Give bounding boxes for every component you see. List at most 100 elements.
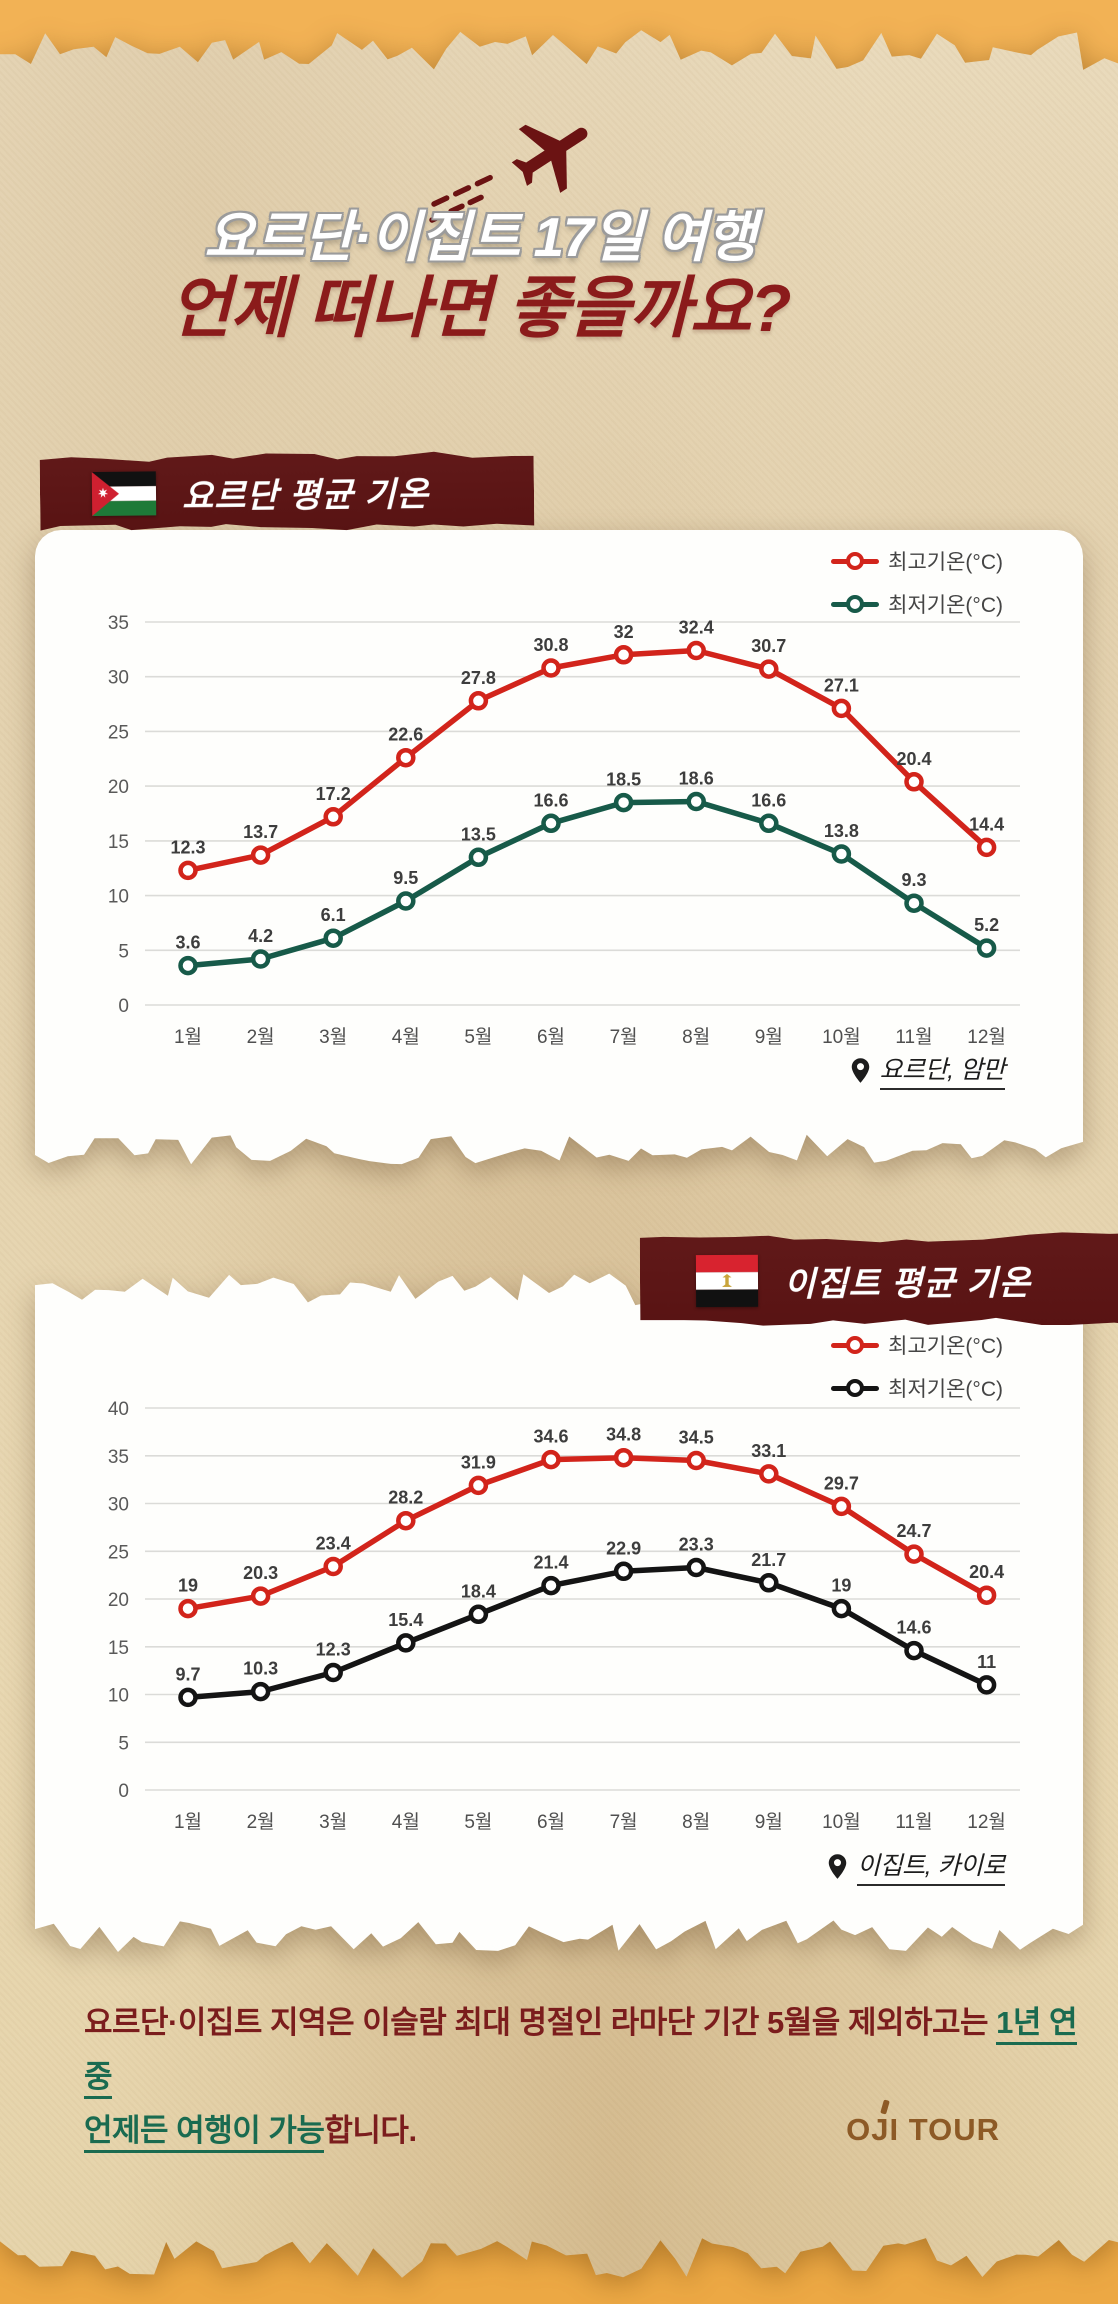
- svg-text:15: 15: [108, 832, 129, 853]
- svg-text:20.4: 20.4: [896, 749, 931, 769]
- svg-text:12.3: 12.3: [170, 837, 205, 857]
- egypt-location-label: 이집트, 카이로: [857, 1846, 1005, 1886]
- speed-lines-icon: [429, 171, 501, 223]
- svg-text:9.3: 9.3: [901, 870, 926, 890]
- svg-text:2월: 2월: [247, 1026, 275, 1048]
- svg-text:34.6: 34.6: [533, 1427, 568, 1447]
- svg-text:13.5: 13.5: [461, 824, 496, 844]
- svg-text:5: 5: [118, 1733, 129, 1754]
- svg-text:1월: 1월: [174, 1811, 202, 1833]
- svg-text:32.4: 32.4: [679, 618, 714, 638]
- svg-text:4월: 4월: [392, 1811, 420, 1833]
- min-temp-dot-marker: [846, 595, 865, 613]
- svg-text:19: 19: [178, 1576, 198, 1596]
- svg-text:3월: 3월: [319, 1811, 347, 1833]
- jordan-chart-panel: 최고기온(°C) 최저기온(°C) 0 5 10 15 20 25 30 35 1월 2월 3월 4월…: [35, 530, 1083, 1166]
- egypt-banner-label: 이집트 평균 기온: [783, 1263, 1031, 1304]
- svg-text:21.7: 21.7: [751, 1550, 786, 1570]
- svg-text:30: 30: [108, 1495, 129, 1516]
- svg-text:22.6: 22.6: [388, 725, 423, 745]
- svg-text:3월: 3월: [319, 1026, 347, 1048]
- svg-text:5.2: 5.2: [974, 915, 999, 935]
- svg-text:23.3: 23.3: [679, 1535, 714, 1555]
- svg-text:8월: 8월: [682, 1026, 710, 1048]
- svg-text:21.4: 21.4: [533, 1553, 568, 1573]
- svg-text:6월: 6월: [537, 1811, 565, 1833]
- min-temp-line-marker: [831, 595, 880, 613]
- svg-text:20: 20: [108, 777, 129, 798]
- jordan-legend-min-label: 최저기온(°C): [888, 594, 1003, 617]
- egypt-location: 이집트, 카이로: [827, 1846, 1005, 1886]
- airplane-icon: [511, 124, 588, 193]
- svg-text:13.8: 13.8: [824, 821, 859, 841]
- svg-text:5월: 5월: [464, 1811, 492, 1833]
- jordan-location-label: 요르단, 암만: [879, 1050, 1006, 1090]
- svg-text:31.9: 31.9: [461, 1452, 496, 1472]
- svg-text:40: 40: [108, 1399, 129, 1420]
- footer-line1-text: 요르단·이집트 지역은 이슬람 최대 명절인 라마단 기간 5월을 제외하고는: [84, 2005, 997, 2040]
- svg-text:8월: 8월: [682, 1811, 710, 1833]
- svg-text:18.6: 18.6: [679, 769, 714, 789]
- egypt-legend-max: 최고기온(°C): [831, 1330, 1003, 1360]
- svg-text:29.7: 29.7: [824, 1473, 859, 1493]
- oji-tour-logo: OJI TOUR: [846, 2099, 1000, 2148]
- svg-text:25: 25: [108, 722, 129, 743]
- jordan-legend-min: 최저기온(°C): [831, 589, 1003, 619]
- svg-text:10: 10: [108, 1686, 129, 1707]
- svg-text:9.5: 9.5: [393, 868, 418, 888]
- svg-text:25: 25: [108, 1542, 129, 1563]
- footer-line2: 언제든 여행이 가능합니다.: [84, 2104, 1084, 2158]
- svg-text:20.4: 20.4: [969, 1562, 1004, 1582]
- svg-text:32: 32: [614, 622, 634, 642]
- egypt-flag-icon: [696, 1255, 758, 1307]
- svg-text:9.7: 9.7: [175, 1664, 200, 1684]
- jordan-flag-icon: [92, 471, 156, 516]
- page-title-line2: 언제 떠나면 좋을까요?: [169, 271, 792, 346]
- svg-text:12월: 12월: [967, 1026, 1006, 1048]
- svg-text:34.8: 34.8: [606, 1425, 641, 1445]
- footer-note: 요르단·이집트 지역은 이슬람 최대 명절인 라마단 기간 5월을 제외하고는 …: [84, 1996, 1084, 2158]
- min-temp-dot-marker: [846, 1379, 865, 1397]
- svg-text:18.5: 18.5: [606, 770, 641, 790]
- svg-text:18.4: 18.4: [461, 1581, 496, 1601]
- svg-text:35: 35: [108, 613, 129, 634]
- svg-text:6월: 6월: [537, 1026, 565, 1048]
- svg-text:4.2: 4.2: [248, 926, 273, 946]
- svg-text:7월: 7월: [610, 1811, 638, 1833]
- footer-line1: 요르단·이집트 지역은 이슬람 최대 명절인 라마단 기간 5월을 제외하고는 …: [84, 1996, 1084, 2104]
- svg-text:15: 15: [108, 1638, 129, 1659]
- jordan-legend: 최고기온(°C) 최저기온(°C): [831, 546, 1003, 619]
- svg-text:15.4: 15.4: [388, 1610, 423, 1630]
- jordan-panel-paper: [35, 530, 1083, 1165]
- svg-text:4월: 4월: [392, 1026, 420, 1048]
- svg-text:11월: 11월: [895, 1811, 932, 1833]
- footer-line2-highlight: 언제든 여행이 가능: [84, 2113, 325, 2153]
- egypt-temperature-chart: 0 5 10 15 20 25 30 35 40 1월 2월 3월 4월 5월 6월 7월 8월 9월 10월 11월…: [108, 1399, 1020, 1833]
- min-temp-line-marker: [831, 1379, 880, 1397]
- egypt-legend-min: 최저기온(°C): [831, 1373, 1003, 1403]
- svg-text:23.4: 23.4: [316, 1534, 351, 1554]
- svg-text:2월: 2월: [247, 1811, 275, 1833]
- svg-text:10월: 10월: [822, 1811, 861, 1833]
- svg-text:35: 35: [108, 1447, 129, 1468]
- svg-text:7월: 7월: [610, 1026, 638, 1048]
- svg-text:10월: 10월: [822, 1026, 861, 1048]
- svg-text:10: 10: [108, 887, 129, 908]
- svg-text:9월: 9월: [755, 1026, 783, 1048]
- svg-text:3.6: 3.6: [175, 933, 200, 953]
- page-title-line1: 요르단·이집트 17일 여행: [204, 206, 756, 268]
- svg-text:11월: 11월: [895, 1026, 932, 1048]
- svg-text:16.6: 16.6: [751, 790, 786, 810]
- max-temp-line-marker: [831, 552, 880, 570]
- jordan-temperature-chart: 0 5 10 15 20 25 30 35 1월 2월 3월 4월 5월 6월 7월 8월 9월 10월 11월 12…: [108, 613, 1020, 1048]
- egypt-panel-paper: [35, 1273, 1083, 1952]
- svg-text:30.8: 30.8: [533, 635, 568, 655]
- svg-text:17.2: 17.2: [316, 784, 351, 804]
- svg-text:5월: 5월: [464, 1026, 492, 1048]
- svg-text:34.5: 34.5: [679, 1428, 714, 1448]
- egypt-legend-max-label: 최고기온(°C): [888, 1335, 1003, 1358]
- egypt-banner: 이집트 평균 기온: [640, 1231, 1118, 1330]
- svg-text:0: 0: [118, 996, 129, 1017]
- svg-text:11: 11: [977, 1652, 996, 1672]
